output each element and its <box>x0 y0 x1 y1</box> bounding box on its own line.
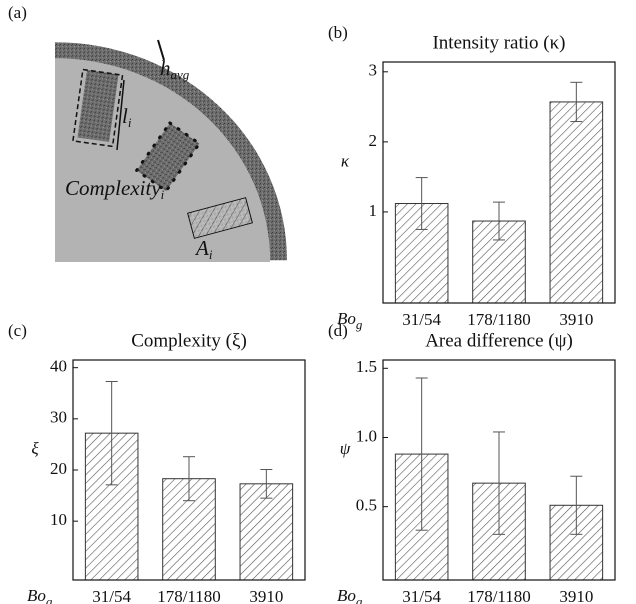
error-bar <box>570 475 583 535</box>
y-tick-label: 40 <box>50 357 67 376</box>
x-axis-label-main: Bo <box>337 586 356 604</box>
diagram-label-main: Complexity <box>65 176 161 200</box>
diagram-label: Ai <box>194 236 213 262</box>
error-bar <box>570 81 583 123</box>
panel-label: (c) <box>8 321 27 340</box>
bar <box>549 101 604 304</box>
x-axis-label-main: Bo <box>337 309 356 328</box>
x-tick-label: 31/54 <box>402 587 441 604</box>
plot-frame <box>72 359 306 581</box>
diagram-label-main: A <box>194 236 209 260</box>
panel-label: (d) <box>328 321 348 340</box>
x-tick-label: 178/1180 <box>467 310 531 329</box>
y-tick-label: 2 <box>369 131 378 150</box>
diagram-label-main: h <box>160 56 171 80</box>
outer-ring <box>55 42 287 261</box>
y-tick-label: 1.5 <box>356 357 377 376</box>
error-bar <box>493 431 505 535</box>
hatched-area <box>187 197 253 239</box>
chart-title: Complexity (ξ) <box>131 330 247 351</box>
error-bar <box>260 468 273 499</box>
y-tick-label: 3 <box>369 61 378 80</box>
x-axis-label: Bog <box>27 586 53 604</box>
diagram-label: havg <box>160 56 190 82</box>
x-tick-label: 178/1180 <box>467 587 531 604</box>
diagram-label-main: l <box>122 104 128 128</box>
error-bar <box>105 380 118 486</box>
dashed-box <box>72 68 124 148</box>
x-axis-label: Bog <box>337 586 363 604</box>
dotted-outline <box>134 120 202 194</box>
plot-frame <box>382 359 616 581</box>
thickness-marker <box>157 39 165 61</box>
y-tick-label: 10 <box>50 510 67 529</box>
y-tick-label: 30 <box>50 408 67 427</box>
x-axis-label: Bog <box>337 309 363 332</box>
bar <box>239 483 294 581</box>
error-bar <box>493 201 505 241</box>
x-tick-label: 178/1180 <box>157 587 221 604</box>
panel-label: (b) <box>328 23 348 42</box>
y-axis-label: κ <box>341 151 350 170</box>
chart-title: Intensity ratio (κ) <box>432 32 565 53</box>
x-tick-label: 3910 <box>249 587 283 604</box>
diagram-label-sub: i <box>128 115 132 130</box>
diagram-label-sub: i <box>161 187 165 202</box>
structure <box>77 70 119 142</box>
structure <box>136 122 200 192</box>
diagram-label: Complexityi <box>65 176 165 202</box>
y-tick-label: 0.5 <box>356 496 377 515</box>
y-tick-label: 20 <box>50 459 67 478</box>
diagram-label-sub: i <box>209 247 213 262</box>
y-axis-label: ξ <box>31 439 39 458</box>
x-tick-label: 3910 <box>559 587 593 604</box>
x-tick-label: 3910 <box>559 310 593 329</box>
length-marker <box>116 79 125 151</box>
x-axis-label-main: Bo <box>27 586 46 604</box>
x-tick-label: 31/54 <box>92 587 131 604</box>
y-tick-label: 1 <box>369 201 378 220</box>
x-tick-label: 31/54 <box>402 310 441 329</box>
diagram-label: li <box>122 104 132 130</box>
x-axis-label-sub: g <box>46 594 53 604</box>
y-axis-label: ψ <box>340 439 351 458</box>
chart-title: Area difference (ψ) <box>425 330 573 351</box>
plot-frame <box>382 61 616 304</box>
x-axis-label-sub: g <box>356 594 363 604</box>
error-bar <box>415 377 428 531</box>
diagram: (a) <box>8 3 287 262</box>
panel-label: (a) <box>8 3 27 22</box>
error-bar <box>415 177 428 230</box>
error-bar <box>183 456 195 502</box>
y-tick-label: 1.0 <box>356 426 377 445</box>
x-axis-label-sub: g <box>356 317 363 332</box>
diagram-label-sub: avg <box>171 67 190 82</box>
